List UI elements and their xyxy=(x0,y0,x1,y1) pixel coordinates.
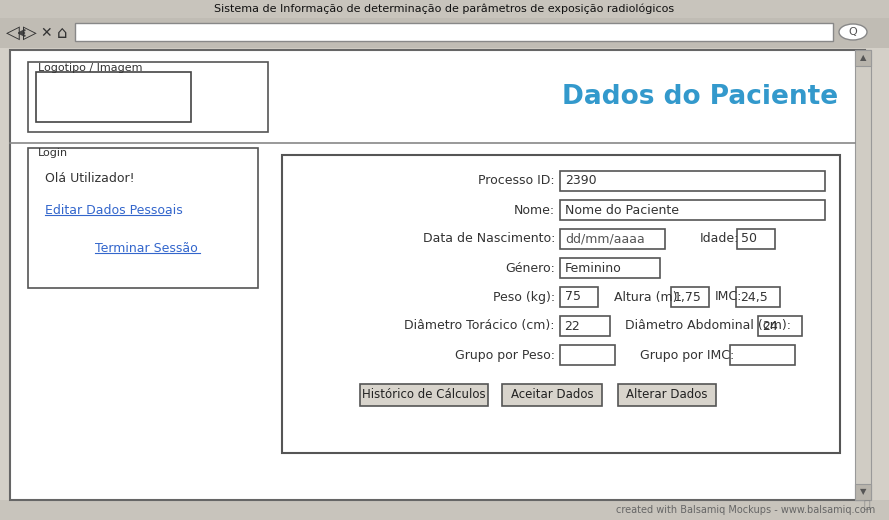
Text: Data de Nascimento:: Data de Nascimento: xyxy=(422,232,555,245)
Text: 22: 22 xyxy=(564,319,580,332)
Text: dd/mm/aaaa: dd/mm/aaaa xyxy=(565,232,645,245)
Bar xyxy=(560,229,665,249)
Bar xyxy=(502,384,602,406)
Text: Alterar Dados: Alterar Dados xyxy=(626,388,708,401)
Bar xyxy=(730,345,795,365)
Text: Sistema de Informação de determinação de parâmetros de exposição radiológicos: Sistema de Informação de determinação de… xyxy=(214,4,674,14)
Text: Login: Login xyxy=(38,148,68,158)
Text: Processo ID:: Processo ID: xyxy=(478,175,555,188)
Bar xyxy=(618,384,716,406)
Text: 50: 50 xyxy=(741,232,757,245)
Text: Feminino: Feminino xyxy=(565,262,621,275)
Bar xyxy=(28,148,258,288)
Text: Peso (kg):: Peso (kg): xyxy=(493,291,555,304)
Bar xyxy=(36,72,191,122)
Text: ⟋: ⟋ xyxy=(864,500,870,510)
Text: Diâmetro Abdominal (cm):: Diâmetro Abdominal (cm): xyxy=(625,319,791,332)
Bar xyxy=(737,229,775,249)
Text: Logotipo / Imagem: Logotipo / Imagem xyxy=(38,63,142,73)
Bar xyxy=(855,484,871,500)
Text: Altura (m):: Altura (m): xyxy=(614,291,682,304)
Text: Grupo por IMC:: Grupo por IMC: xyxy=(640,348,734,361)
Bar xyxy=(560,287,598,307)
Bar xyxy=(560,258,660,278)
Bar xyxy=(560,171,825,191)
Text: ▷: ▷ xyxy=(23,24,37,42)
Text: Q: Q xyxy=(849,27,857,37)
Bar xyxy=(28,62,268,132)
Bar xyxy=(671,287,709,307)
Text: ◁: ◁ xyxy=(6,24,20,42)
Text: Aceitar Dados: Aceitar Dados xyxy=(510,388,593,401)
Text: 24,5: 24,5 xyxy=(740,291,768,304)
Text: Diâmetro Torácico (cm):: Diâmetro Torácico (cm): xyxy=(404,319,555,332)
Text: Histórico de Cálculos: Histórico de Cálculos xyxy=(362,388,485,401)
Bar xyxy=(75,23,833,41)
Bar xyxy=(560,345,615,365)
Text: Nome do Paciente: Nome do Paciente xyxy=(565,203,679,216)
Text: ▼: ▼ xyxy=(860,488,866,497)
Bar xyxy=(758,316,802,336)
Text: ▲: ▲ xyxy=(860,54,866,62)
Text: Dados do Paciente: Dados do Paciente xyxy=(562,84,838,110)
Bar xyxy=(736,287,780,307)
Text: Nome:: Nome: xyxy=(514,203,555,216)
Bar xyxy=(0,0,889,18)
Text: Olá Utilizador!: Olá Utilizador! xyxy=(45,172,134,185)
Text: ✕: ✕ xyxy=(40,26,52,40)
Bar xyxy=(0,500,889,520)
Text: created with Balsamiq Mockups - www.balsamiq.com: created with Balsamiq Mockups - www.bals… xyxy=(616,505,875,515)
Text: 24: 24 xyxy=(762,319,778,332)
Text: Terminar Sessão: Terminar Sessão xyxy=(95,241,197,254)
Text: Editar Dados Pessoais: Editar Dados Pessoais xyxy=(45,203,183,216)
Bar xyxy=(560,200,825,220)
Text: ⌂: ⌂ xyxy=(57,24,68,42)
Text: Grupo por Peso:: Grupo por Peso: xyxy=(455,348,555,361)
Bar xyxy=(360,384,488,406)
Text: 2390: 2390 xyxy=(565,175,597,188)
Ellipse shape xyxy=(839,24,867,40)
Bar xyxy=(282,155,840,453)
Text: Género:: Género: xyxy=(505,262,555,275)
Text: Idade:: Idade: xyxy=(700,232,740,245)
Text: 75: 75 xyxy=(565,291,581,304)
Bar xyxy=(855,50,871,66)
Text: IMC:: IMC: xyxy=(715,291,742,304)
Bar xyxy=(560,316,610,336)
Bar xyxy=(0,18,889,48)
Bar xyxy=(10,50,865,500)
Bar xyxy=(855,50,871,500)
Text: 1,75: 1,75 xyxy=(674,291,702,304)
